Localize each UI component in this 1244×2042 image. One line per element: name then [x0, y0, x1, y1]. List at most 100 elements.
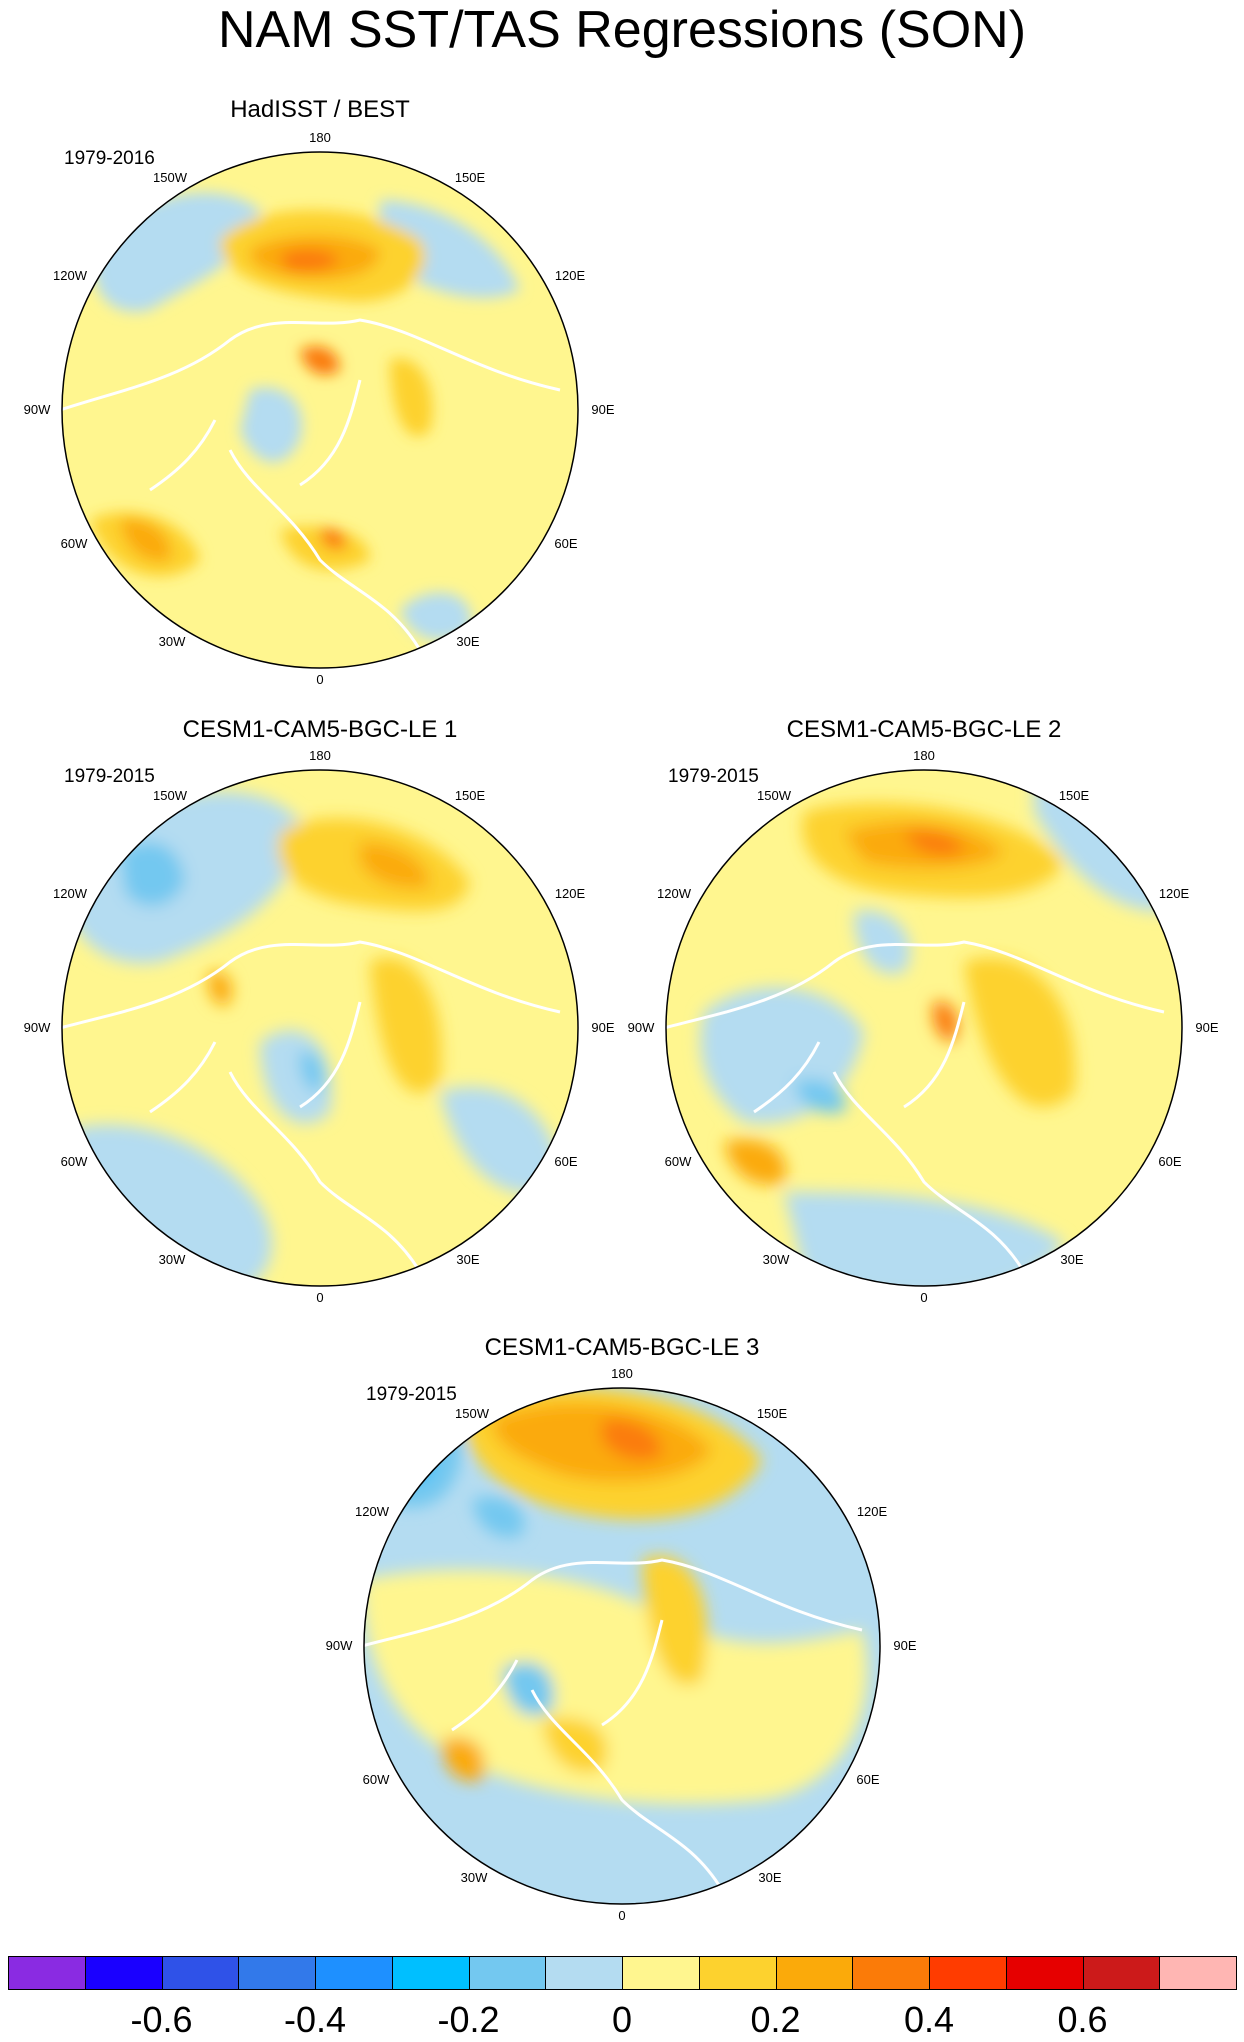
map-disc	[666, 770, 1182, 1286]
map-panel-le1: CESM1-CAM5-BGC-LE 1 1979-2015	[0, 712, 620, 1312]
lon-label: 120E	[1159, 886, 1190, 901]
colorbar-swatch	[8, 1956, 86, 1990]
lon-label: 60E	[554, 1154, 577, 1169]
figure-title: NAM SST/TAS Regressions (SON)	[217, 1, 1027, 59]
lon-label: 90E	[893, 1638, 916, 1653]
lon-label: 90W	[24, 1020, 51, 1035]
colorbar-swatch	[1159, 1956, 1237, 1990]
panel-title: CESM1-CAM5-BGC-LE 1	[182, 716, 458, 743]
lon-label: 150E	[455, 170, 486, 185]
warm-anomaly-region	[442, 1737, 485, 1781]
lon-label: 150E	[455, 788, 486, 803]
coastline	[364, 1558, 863, 1891]
colorbar-swatch	[238, 1956, 316, 1990]
lon-label: 120W	[53, 268, 88, 283]
warm-anomaly-region	[724, 1139, 786, 1185]
lon-label: 90E	[591, 1020, 614, 1035]
warm-anomaly-region	[370, 957, 442, 1093]
coastline	[666, 940, 1165, 1273]
map-border	[363, 1387, 881, 1905]
colorbar-tick-label: -0.4	[283, 1999, 347, 2040]
lon-label: 120E	[555, 268, 586, 283]
lon-label: 90W	[628, 1020, 655, 1035]
map-border	[61, 151, 579, 669]
lon-label: 30W	[159, 1252, 186, 1267]
lon-label: 90W	[24, 402, 51, 417]
map-panel-le2: CESM1-CAM5-BGC-LE 2 1979-2015	[604, 712, 1224, 1312]
cool-anomaly-region	[794, 1079, 846, 1114]
panel-period: 1979-2015	[668, 766, 759, 787]
lon-label: 30E	[456, 1252, 479, 1267]
colorbar-tick-label: 0	[611, 1999, 633, 2040]
colorbar-swatch	[545, 1956, 623, 1990]
panel-title: HadISST / BEST	[230, 96, 410, 123]
warm-anomaly-region	[390, 358, 433, 437]
cool-anomaly-region	[62, 1124, 273, 1286]
lon-label: 90E	[1195, 1020, 1218, 1035]
polar-map: 180 150E 120E 90E 60E 30E 0 30W 60W 90W …	[326, 1366, 917, 1923]
lon-label: 30E	[456, 634, 479, 649]
lon-label: 120W	[53, 886, 88, 901]
lon-label: 180	[309, 130, 331, 145]
map-border	[665, 769, 1183, 1287]
lon-label: 120W	[355, 1504, 390, 1519]
warm-anomaly-region	[642, 1555, 708, 1685]
colorbar-swatch	[391, 1956, 470, 1990]
cool-anomaly-region	[382, 1433, 432, 1481]
lon-label: 150E	[1059, 788, 1090, 803]
polar-map: 180 150E 120E 90E 60E 30E 0 30W 60W 90W …	[628, 748, 1219, 1305]
warm-anomaly-region	[208, 971, 233, 1007]
lon-label: 150E	[757, 1406, 788, 1421]
cool-anomaly-region	[260, 1030, 332, 1124]
lon-label: 180	[913, 748, 935, 763]
colorbar-tick-label: 0.6	[1057, 1999, 1108, 2040]
warm-anomaly-region	[964, 957, 1076, 1107]
cool-anomaly-region	[502, 1662, 554, 1716]
lon-label: 180	[309, 748, 331, 763]
panel-period: 1979-2015	[366, 1384, 457, 1405]
lon-label: 60W	[61, 536, 88, 551]
warm-anomaly-region	[492, 1403, 712, 1482]
colorbar-swatch	[161, 1956, 240, 1990]
panel-period: 1979-2016	[64, 148, 155, 169]
warm-anomaly-region	[932, 1001, 958, 1042]
cool-anomaly-region	[120, 842, 185, 906]
cool-anomaly-region	[299, 1051, 324, 1092]
panel-title: CESM1-CAM5-BGC-LE 2	[786, 716, 1062, 743]
lon-label: 180	[611, 1366, 633, 1381]
cool-anomaly-region	[854, 910, 911, 974]
colorbar-tick-label: 0.2	[750, 1999, 801, 2040]
map-border	[61, 769, 579, 1287]
longitude-labels: 180 150E 120E 90E 60E 30E 0 30W 60W 90W …	[24, 130, 615, 687]
lon-label: 150W	[455, 1406, 490, 1421]
warm-anomaly-region	[300, 346, 340, 375]
lon-label: 60W	[61, 1154, 88, 1169]
lon-label: 0	[920, 1290, 927, 1305]
lon-label: 90W	[326, 1638, 353, 1653]
warm-anomaly-region	[904, 830, 964, 856]
colorbar-swatch	[929, 1956, 1007, 1990]
panel-title: CESM1-CAM5-BGC-LE 3	[484, 1334, 760, 1361]
lon-label: 120E	[857, 1504, 888, 1519]
lon-label: 60W	[363, 1772, 390, 1787]
colorbar-tick-label: -0.2	[437, 1999, 500, 2040]
panel-period: 1979-2015	[64, 766, 155, 787]
lon-label: 60E	[554, 536, 577, 551]
lon-label: 30E	[1060, 1252, 1083, 1267]
lon-label: 0	[316, 672, 323, 687]
colorbar-swatch	[1082, 1956, 1161, 1990]
map-panel-hadisst: HadISST / BEST 1979-2016	[0, 90, 620, 690]
colorbar-swatch	[622, 1956, 700, 1990]
colorbar-swatch	[698, 1956, 777, 1990]
colorbar-swatch	[84, 1956, 163, 1990]
warm-anomaly-region	[360, 842, 430, 889]
warm-anomaly-region	[602, 1419, 662, 1460]
polar-map: 180 150E 120E 90E 60E 30E 0 30W 60W 90W …	[24, 130, 615, 687]
colorbar	[8, 1956, 1237, 1992]
lon-label: 90E	[591, 402, 614, 417]
lon-label: 120W	[657, 886, 692, 901]
cool-anomaly-region	[400, 592, 472, 641]
lon-label: 60E	[1158, 1154, 1181, 1169]
neutral-region	[364, 1570, 868, 1804]
map-panel-le3: CESM1-CAM5-BGC-LE 3 1979-2015	[302, 1330, 922, 1930]
